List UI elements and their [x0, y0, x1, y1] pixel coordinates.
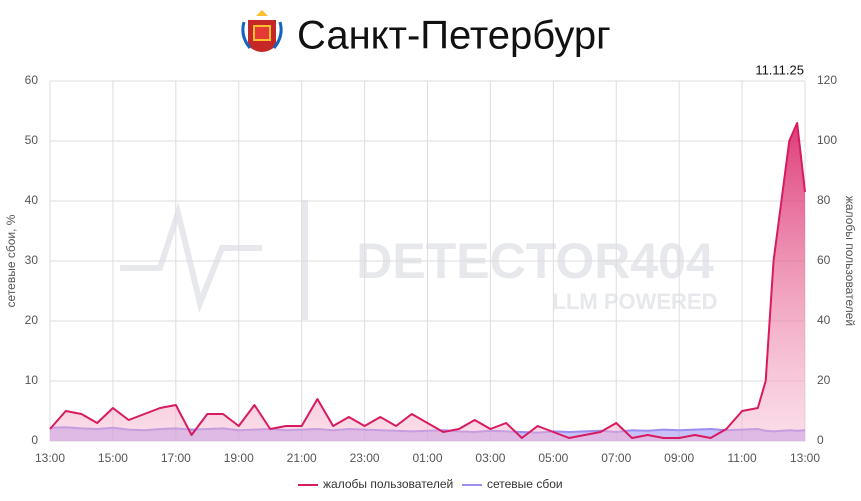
x-tick-label: 15:00	[98, 451, 128, 465]
legend-label: жалобы пользователей	[323, 477, 453, 491]
x-tick-label: 21:00	[287, 451, 317, 465]
x-tick-label: 19:00	[224, 451, 254, 465]
x-tick-label: 13:00	[790, 451, 820, 465]
x-tick-label: 01:00	[412, 451, 442, 465]
x-tick-label: 11:00	[728, 451, 757, 465]
x-tick-label: 05:00	[538, 451, 568, 465]
date-label: 11.11.25	[755, 62, 804, 77]
y2-tick-label: 120	[817, 73, 837, 87]
y-tick-label: 10	[25, 373, 39, 387]
y2-tick-label: 0	[817, 433, 824, 447]
y2-axis-label: жалобы пользователей	[843, 196, 857, 326]
chart-title: Санкт-Петербург	[297, 14, 611, 58]
watermark-logo	[120, 200, 308, 320]
emblem	[241, 10, 283, 52]
x-tick-label: 09:00	[664, 451, 694, 465]
y-axis-label: сетевые сбои, %	[4, 214, 18, 307]
x-tick-label: 07:00	[601, 451, 631, 465]
y2-tick-label: 100	[817, 133, 837, 147]
x-tick-label: 23:00	[350, 451, 380, 465]
x-tick-label: 13:00	[35, 451, 65, 465]
legend-label: сетевые сбои	[487, 477, 563, 491]
y-tick-label: 50	[25, 133, 39, 147]
x-tick-label: 17:00	[161, 451, 191, 465]
watermark: LLM POWERED	[553, 289, 718, 314]
y2-tick-label: 20	[817, 373, 831, 387]
y-tick-label: 60	[25, 73, 39, 87]
series-line	[49, 122, 806, 439]
y-tick-label: 20	[25, 313, 39, 327]
y-tick-label: 30	[25, 253, 39, 267]
y-tick-label: 0	[31, 433, 38, 447]
y-tick-label: 40	[25, 193, 39, 207]
y2-tick-label: 80	[817, 193, 831, 207]
x-tick-label: 03:00	[475, 451, 505, 465]
y2-tick-label: 60	[817, 253, 831, 267]
y2-tick-label: 40	[817, 313, 831, 327]
